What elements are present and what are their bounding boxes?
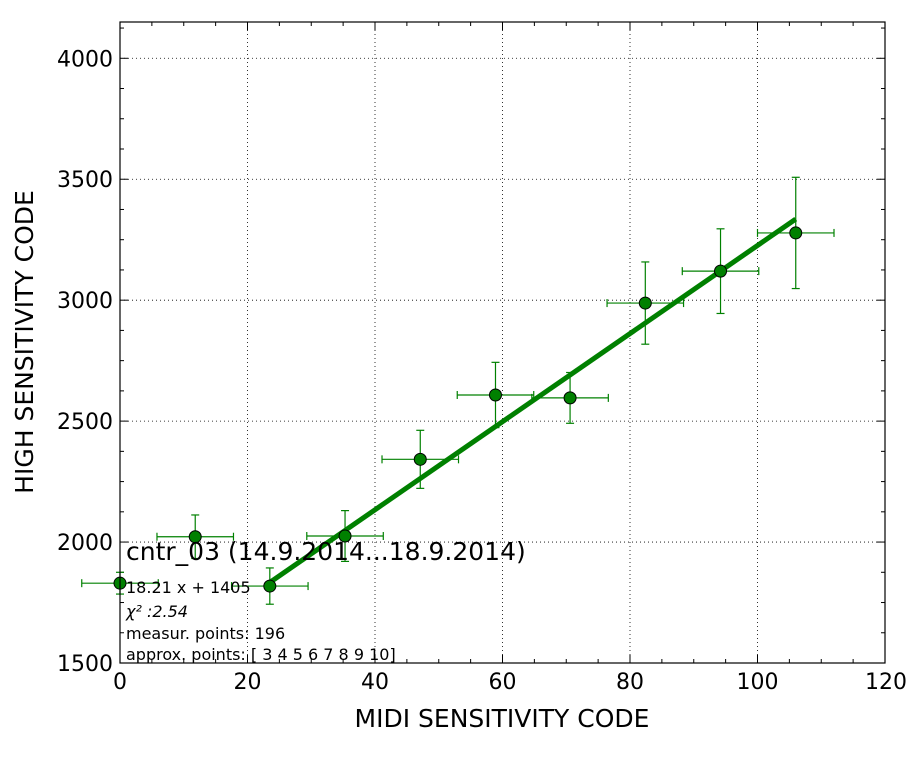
annotation-block: cntr_03 (14.9.2014...18.9.2014) 18.21 x … (125, 537, 526, 664)
plot-frame (119, 21, 886, 664)
x-tick-label: 0 (113, 670, 127, 695)
grid (120, 22, 885, 663)
y-tick-label: 2000 (57, 531, 113, 556)
minor-ticks (120, 22, 885, 663)
data-point (263, 579, 277, 593)
data-point (714, 264, 728, 278)
x-tick-label: 100 (737, 670, 779, 695)
annotation-approx-points: approx. points: [ 3 4 5 6 7 8 9 10] (126, 645, 396, 664)
data-points (113, 226, 803, 593)
x-tick-label: 60 (489, 670, 517, 695)
x-tick-label: 80 (616, 670, 644, 695)
x-tick-label: 20 (234, 670, 262, 695)
data-point (563, 391, 577, 405)
x-tick-label: 40 (361, 670, 389, 695)
data-point (338, 529, 352, 543)
y-tick-label: 1500 (57, 652, 113, 677)
tick-labels: 0 20 40 60 80 100 120 1500 2000 2500 3000 3500 4000 (57, 47, 907, 695)
data-point (638, 296, 652, 310)
y-tick-label: 4000 (57, 47, 113, 72)
fit-line (268, 217, 798, 585)
x-axis-label: MIDI SENSITIVITY CODE (355, 704, 650, 733)
data-point (789, 226, 803, 240)
annotation-fit-equation: 18.21 x + 1405 (126, 578, 251, 597)
fit-line-group (268, 217, 798, 585)
data-point (413, 452, 427, 466)
annotation-measur-points: measur. points: 196 (126, 624, 285, 643)
y-tick-label: 3500 (57, 168, 113, 193)
data-point (488, 388, 502, 402)
y-axis-label: HIGH SENSITIVITY CODE (10, 190, 39, 494)
x-tick-label: 120 (865, 670, 907, 695)
y-tick-label: 3000 (57, 289, 113, 314)
data-point (188, 530, 202, 544)
y-tick-label: 2500 (57, 410, 113, 435)
annotation-title: cntr_03 (14.9.2014...18.9.2014) (126, 537, 526, 566)
annotation-chi-squared: χ² :2.54 (125, 602, 188, 621)
